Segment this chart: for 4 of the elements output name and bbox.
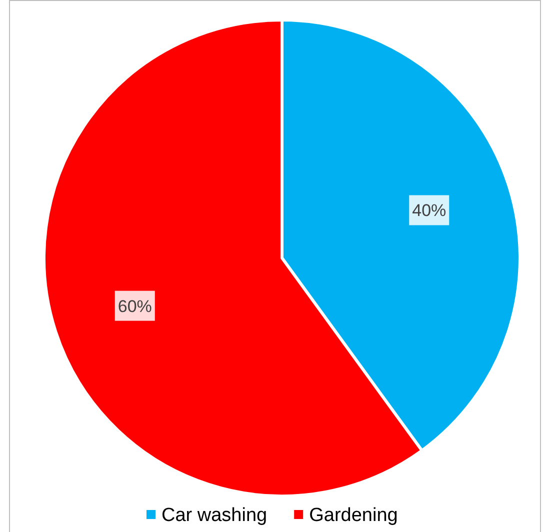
legend-label: Car washing — [162, 505, 268, 526]
legend-label: Gardening — [309, 505, 398, 526]
data-label: 40% — [412, 201, 446, 220]
data-label: 60% — [118, 296, 152, 316]
